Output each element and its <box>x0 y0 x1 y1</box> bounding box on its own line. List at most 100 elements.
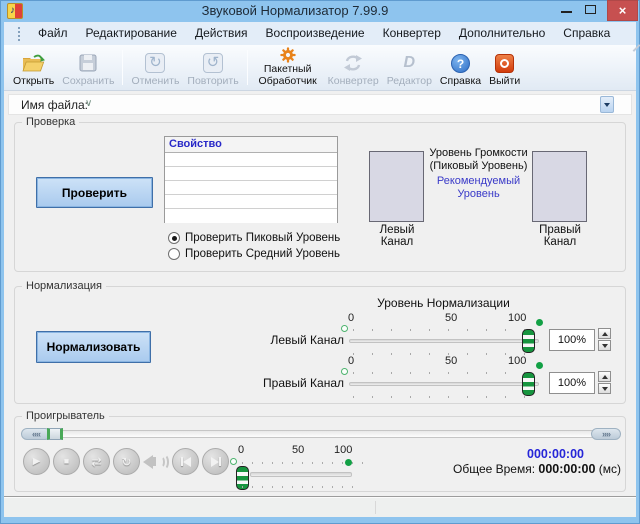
recommended-level-link[interactable]: Рекомендуемый Уровень <box>436 175 521 200</box>
combobox-dropdown-button[interactable] <box>600 96 614 113</box>
menu-playback[interactable]: Воспроизведение <box>265 26 365 40</box>
radio-icon <box>168 248 180 260</box>
volume-track[interactable] <box>250 472 352 477</box>
close-button[interactable]: × <box>607 0 638 21</box>
repeat-icon: ↻ <box>121 454 132 469</box>
right-channel-label: Правый Канал <box>263 376 344 390</box>
toolbar-redo-button[interactable]: ↺ Повторить <box>184 47 241 88</box>
toolbar-undo-button[interactable]: ↻ Отменить <box>128 47 182 88</box>
play-button[interactable]: ▶ <box>23 448 50 475</box>
volume-level-caption: Уровень Громкости (Пиковый Уровень) Реко… <box>423 147 534 201</box>
file-name-combobox[interactable]: Имя файла: ∨ <box>8 94 632 115</box>
fast-forward-button[interactable]: »» <box>591 428 621 440</box>
table-header-property: Свойство <box>165 137 337 153</box>
play-icon: ▶ <box>32 455 41 467</box>
range-start-marker-icon <box>341 325 348 332</box>
toolbar-help-button[interactable]: ? Справка <box>437 47 484 88</box>
range-end-marker-icon <box>536 319 543 326</box>
radio-label: Проверить Пиковый Уровень <box>185 232 341 244</box>
music-note-icon: ♪ <box>10 5 15 16</box>
toolbar-exit-button[interactable]: Выйти <box>486 47 523 88</box>
stop-button[interactable]: ■ <box>53 448 80 475</box>
shuffle-button[interactable]: ⇄ <box>83 448 110 475</box>
slider-track[interactable] <box>349 382 539 386</box>
volume-title-line2: (Пиковый Уровень) <box>429 160 528 172</box>
dropdown-arrow-icon <box>604 102 610 107</box>
check-button[interactable]: Проверить <box>36 177 153 208</box>
spin-up-button[interactable] <box>598 328 611 339</box>
up-arrow-icon <box>601 374 608 379</box>
speaker-icon <box>143 454 153 469</box>
status-separator <box>4 496 636 498</box>
left-level-value[interactable]: 100% <box>549 329 595 351</box>
left-channel-label: Левый Канал <box>379 224 415 248</box>
rewind-icon: «« <box>31 429 41 439</box>
left-channel-slider: Левый Канал 0 50 100 100% <box>231 312 623 355</box>
normalization-level-heading: Уровень Нормализации <box>377 296 510 310</box>
tick-marks <box>353 372 535 374</box>
toolbar-editor-button[interactable]: D Редактор <box>384 44 640 88</box>
slider-thumb[interactable] <box>522 372 535 396</box>
time-display: 000:00:00 Общее Время: 000:00:00 (мс) <box>415 447 621 476</box>
convert-arrows-icon <box>342 51 364 75</box>
toolbar-save-button[interactable]: Сохранить <box>59 47 117 88</box>
spin-up-button[interactable] <box>598 371 611 382</box>
right-level-value[interactable]: 100% <box>549 372 595 394</box>
toolbar-separator <box>122 50 124 85</box>
title-bar: ♪ Звуковой Нормализатор 7.99.9 × <box>0 0 640 22</box>
batch-gear-icon <box>280 47 296 63</box>
rewind-button[interactable]: «« <box>21 428 51 440</box>
repeat-button[interactable]: ↻ <box>113 448 140 475</box>
right-channel-slider: Правый Канал 0 50 100 100% <box>231 355 623 398</box>
next-button[interactable] <box>202 448 229 475</box>
chevron-down-icon: ∨ <box>85 98 93 109</box>
normalize-button[interactable]: Нормализовать <box>36 331 151 363</box>
slider-track[interactable] <box>349 339 539 343</box>
toolbar-batch-processor-button[interactable]: Пакетный Обработчик <box>253 47 323 88</box>
help-icon: ? <box>451 51 471 75</box>
radio-label: Проверить Средний Уровень <box>185 248 340 260</box>
position-track[interactable] <box>23 430 619 438</box>
scale-tick-0: 0 <box>238 444 245 456</box>
previous-button[interactable] <box>172 448 199 475</box>
app-icon: ♪ <box>7 3 23 19</box>
spin-down-button[interactable] <box>598 340 611 351</box>
normalization-group: Нормализация Нормализовать Уровень Норма… <box>14 280 626 404</box>
menu-actions[interactable]: Действия <box>194 26 248 40</box>
right-channel-meter <box>532 151 587 222</box>
radio-check-peak-level[interactable]: Проверить Пиковый Уровень <box>168 232 340 244</box>
volume-button[interactable] <box>143 448 169 475</box>
scale-tick-0: 0 <box>348 355 355 367</box>
volume-thumb[interactable] <box>236 466 249 490</box>
menu-extra[interactable]: Дополнительно <box>458 26 546 40</box>
minimize-icon <box>561 11 572 13</box>
slider-thumb[interactable] <box>522 329 535 353</box>
menu-file[interactable]: Файл <box>38 26 68 40</box>
position-thumb[interactable] <box>47 428 63 440</box>
tick-marks <box>242 462 372 464</box>
toolbar-separator <box>246 50 248 85</box>
open-folder-icon <box>22 51 46 75</box>
minimize-button[interactable] <box>556 0 578 21</box>
toolbar: Открыть Сохранить ↻ Отменить ↺ П <box>4 44 640 91</box>
position-scrollbar[interactable]: «« »» <box>21 427 621 441</box>
menu-help[interactable]: Справка <box>563 26 611 40</box>
tick-marks <box>242 486 362 488</box>
range-start-marker-icon <box>230 458 237 465</box>
spin-down-button[interactable] <box>598 383 611 394</box>
total-time-line: Общее Время: 000:00:00 (мс) <box>453 462 621 476</box>
redo-icon: ↺ <box>203 51 224 75</box>
toolbar-converter-button[interactable]: Конвертер <box>325 47 382 88</box>
toolbar-open-button[interactable]: Открыть <box>10 47 57 88</box>
maximize-button[interactable] <box>580 0 602 21</box>
scale-tick-100: 100 <box>508 312 527 324</box>
status-divider <box>375 501 376 514</box>
menu-edit[interactable]: Редактирование <box>85 26 177 40</box>
scale-tick-50: 50 <box>445 355 458 367</box>
range-end-marker-icon <box>536 362 543 369</box>
radio-check-average-level[interactable]: Проверить Средний Уровень <box>168 248 340 260</box>
menu-converter[interactable]: Конвертер <box>382 26 441 40</box>
shuffle-icon: ⇄ <box>91 454 102 469</box>
scale-tick-100: 100 <box>334 444 353 456</box>
status-bar <box>4 498 636 517</box>
